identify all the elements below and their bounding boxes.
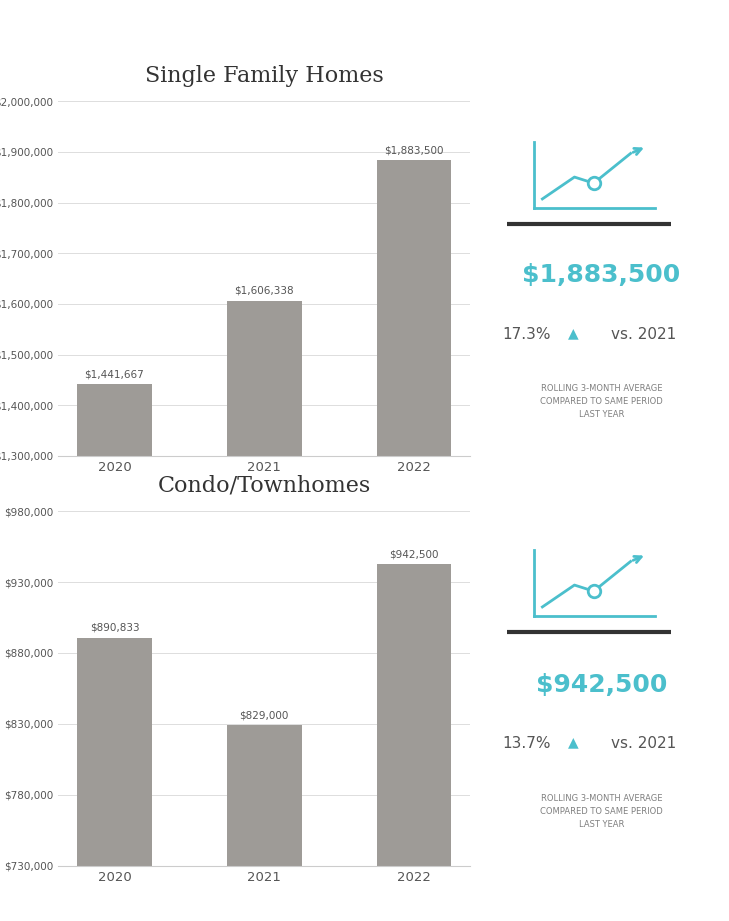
Text: 13.7%: 13.7%	[502, 737, 551, 752]
Title: Condo/Townhomes: Condo/Townhomes	[157, 474, 371, 496]
Text: 17.3%: 17.3%	[502, 327, 551, 342]
Bar	[377, 565, 451, 921]
Text: vs. 2021: vs. 2021	[611, 327, 676, 342]
Text: $890,833: $890,833	[90, 623, 139, 633]
Text: $1,883,500: $1,883,500	[384, 146, 444, 156]
Text: $1,883,500: $1,883,500	[522, 263, 681, 287]
Text: Median Sold Price: Median Sold Price	[29, 27, 296, 53]
Text: ROLLING 3-MONTH AVERAGE
COMPARED TO SAME PERIOD
LAST YEAR: ROLLING 3-MONTH AVERAGE COMPARED TO SAME…	[540, 384, 663, 419]
Bar	[77, 384, 152, 921]
Text: ROLLING 3-MONTH AVERAGE
COMPARED TO SAME PERIOD
LAST YEAR: ROLLING 3-MONTH AVERAGE COMPARED TO SAME…	[540, 794, 663, 829]
Text: ▲: ▲	[568, 326, 579, 340]
Text: $942,500: $942,500	[389, 550, 439, 559]
Bar	[377, 160, 451, 921]
Bar	[77, 637, 152, 921]
Title: Single Family Homes: Single Family Homes	[145, 64, 383, 87]
Text: vs. 2021: vs. 2021	[611, 737, 676, 752]
Text: $829,000: $829,000	[240, 710, 289, 720]
Text: $1,441,667: $1,441,667	[85, 369, 144, 379]
Text: ▲: ▲	[568, 736, 579, 750]
Text: $1,606,338: $1,606,338	[235, 286, 294, 296]
Text: $942,500: $942,500	[536, 673, 667, 697]
Bar	[227, 301, 302, 921]
Bar	[227, 726, 302, 921]
